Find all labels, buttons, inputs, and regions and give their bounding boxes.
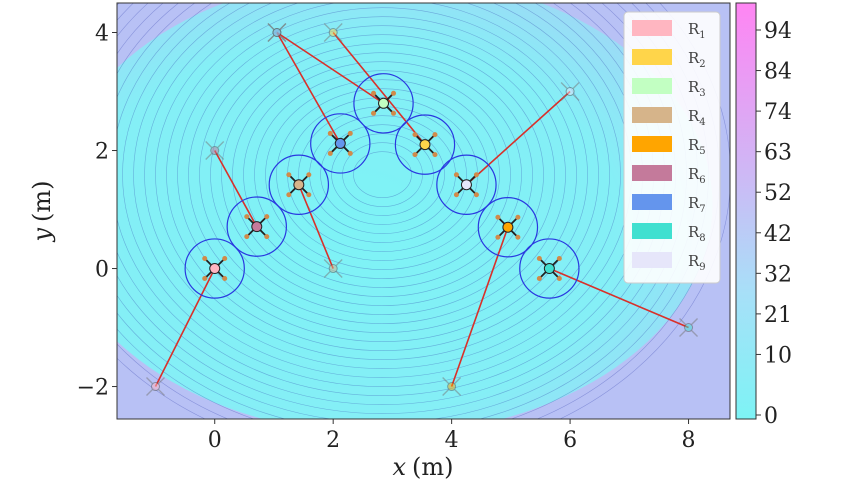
legend-swatch — [632, 136, 672, 152]
trajectory-6 — [214, 150, 258, 228]
colorbar-tick-label: 32 — [764, 262, 792, 287]
safety-circle-7 — [310, 113, 371, 174]
robots — [146, 23, 699, 397]
trajectory-5 — [450, 226, 509, 387]
legend-entry-7: R7 — [632, 194, 706, 215]
contour-line — [221, 43, 544, 306]
colorbar-tick-label: 42 — [764, 222, 792, 247]
robot-start-1 — [146, 377, 165, 397]
safety-circle-2 — [394, 114, 456, 175]
robot-goal-6 — [244, 214, 270, 240]
y-tick-label: 0 — [95, 258, 109, 283]
colorbar-tick-label: 84 — [764, 60, 792, 85]
y-tick-label: 2 — [95, 140, 109, 165]
legend-swatch — [632, 20, 672, 36]
contour-line — [243, 61, 522, 288]
robot-goal-4 — [286, 172, 312, 198]
robot-goal-3 — [371, 90, 397, 116]
robot-start-6 — [205, 141, 225, 161]
colorbar-tick-label: 94 — [764, 19, 792, 44]
legend-swatch — [632, 165, 672, 181]
potential-field — [117, 3, 730, 419]
colorbar-tick-label: 63 — [764, 141, 792, 166]
contour-line — [331, 133, 434, 216]
x-tick-label: 6 — [563, 428, 577, 453]
trajectory-9 — [465, 90, 571, 186]
robot-goal-1 — [202, 256, 228, 282]
contour-line — [199, 25, 566, 324]
colorbar-tick-label: 21 — [764, 303, 792, 328]
robot-goal-2 — [412, 132, 438, 158]
robot-start-2 — [323, 23, 343, 42]
robot-goal-8 — [536, 256, 562, 282]
trajectory-8 — [549, 267, 689, 329]
safety-circle-3 — [353, 73, 414, 134]
colorbar-tick-label: 74 — [764, 100, 792, 125]
plot-frame — [116, 2, 731, 420]
robot-goal-5 — [495, 214, 521, 240]
trajectory-2 — [332, 31, 426, 146]
x-tick-label: 4 — [445, 428, 459, 453]
legend-swatch — [632, 78, 672, 94]
contour-line — [232, 52, 533, 297]
robot-start-4 — [323, 259, 343, 279]
robot-goal-9 — [453, 172, 479, 198]
contour-line — [155, 3, 610, 360]
robot-start-8 — [679, 318, 699, 338]
x-axis-ticks: 0 2 4 6 8 — [208, 419, 696, 453]
colorbar-tick-label: 10 — [764, 343, 792, 368]
contour-line — [144, 3, 621, 369]
contour-line — [265, 79, 500, 270]
legend-entry-9: R9 — [632, 252, 706, 273]
y-tick-label: 4 — [95, 22, 109, 47]
legend-swatch — [632, 49, 672, 65]
contour-line — [188, 16, 577, 333]
trajectories — [154, 31, 689, 387]
legend-swatch — [632, 223, 672, 239]
safety-circle-5 — [477, 197, 539, 258]
colorbar-gradient — [735, 2, 757, 420]
contour-line — [210, 34, 555, 315]
contour-line — [276, 88, 489, 261]
robot-start-7 — [267, 23, 287, 42]
robot-start-5 — [442, 377, 462, 397]
legend-swatch — [632, 194, 672, 210]
trajectory-4 — [298, 184, 334, 269]
safety-circle-4 — [268, 154, 330, 215]
colorbar: 94 84 74 63 52 42 32 21 10 0 — [735, 2, 792, 429]
trajectory-1 — [154, 268, 216, 387]
contour-line — [166, 3, 599, 351]
safety-circle-6 — [226, 196, 287, 257]
legend-entry-1: R1 — [632, 20, 706, 41]
y-axis-ticks: −2 0 2 4 — [77, 22, 117, 401]
legend-entry-6: R6 — [632, 165, 706, 186]
contour-line — [254, 70, 511, 279]
robot-start-9 — [560, 82, 580, 102]
x-tick-label: 0 — [208, 428, 222, 453]
legend-swatch — [632, 252, 672, 268]
x-tick-label: 8 — [682, 428, 696, 453]
x-tick-label: 2 — [326, 428, 340, 453]
legend-swatch — [632, 107, 672, 123]
y-axis-label: y(m) — [28, 180, 56, 242]
colorbar-tick-label: 0 — [764, 404, 778, 429]
robot-goal-7 — [327, 130, 353, 156]
contour-line — [320, 124, 445, 225]
safety-circle-9 — [436, 154, 497, 215]
colorbar-tick-label: 52 — [764, 181, 792, 206]
trajectory-3 — [276, 31, 384, 104]
x-axis-label: x (m) — [392, 453, 453, 481]
safety-circle-8 — [519, 238, 580, 299]
trajectory-7 — [276, 32, 341, 144]
safety-circle-1 — [184, 238, 245, 299]
contour-line — [353, 151, 412, 198]
y-tick-label: −2 — [77, 376, 109, 401]
contour-line — [177, 7, 588, 342]
